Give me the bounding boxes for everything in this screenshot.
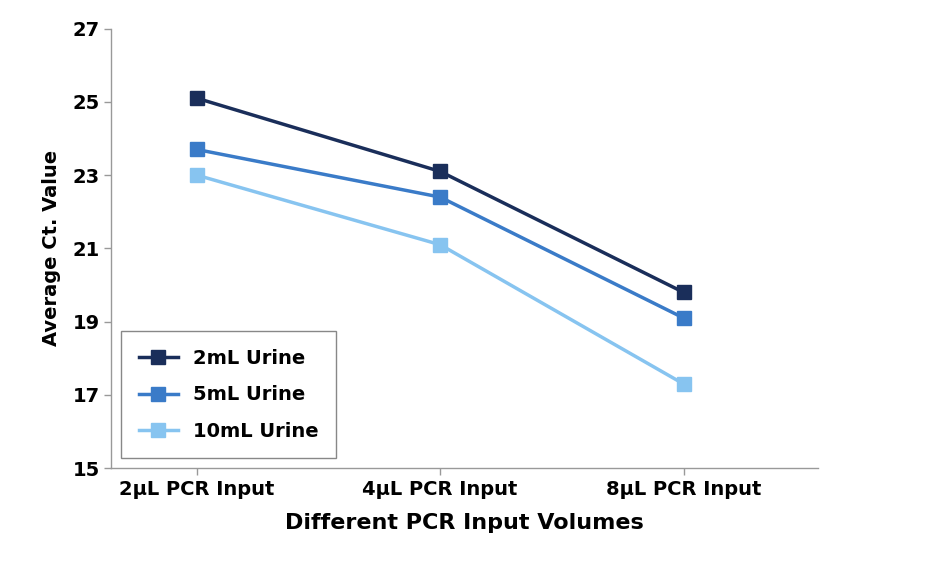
Line: 5mL Urine: 5mL Urine [189,143,690,325]
2mL Urine [434,168,445,175]
Line: 2mL Urine: 2mL Urine [189,91,690,299]
Line: 10mL Urine: 10mL Urine [189,168,690,391]
10mL Urine [434,242,445,248]
10mL Urine [677,380,689,387]
10mL Urine [191,172,202,179]
Legend: 2mL Urine, 5mL Urine, 10mL Urine: 2mL Urine, 5mL Urine, 10mL Urine [121,332,336,459]
5mL Urine [677,315,689,321]
5mL Urine [434,194,445,200]
Y-axis label: Average Ct. Value: Average Ct. Value [43,150,61,347]
2mL Urine [191,95,202,102]
X-axis label: Different PCR Input Volumes: Different PCR Input Volumes [285,513,643,533]
5mL Urine [191,146,202,153]
2mL Urine [677,289,689,296]
